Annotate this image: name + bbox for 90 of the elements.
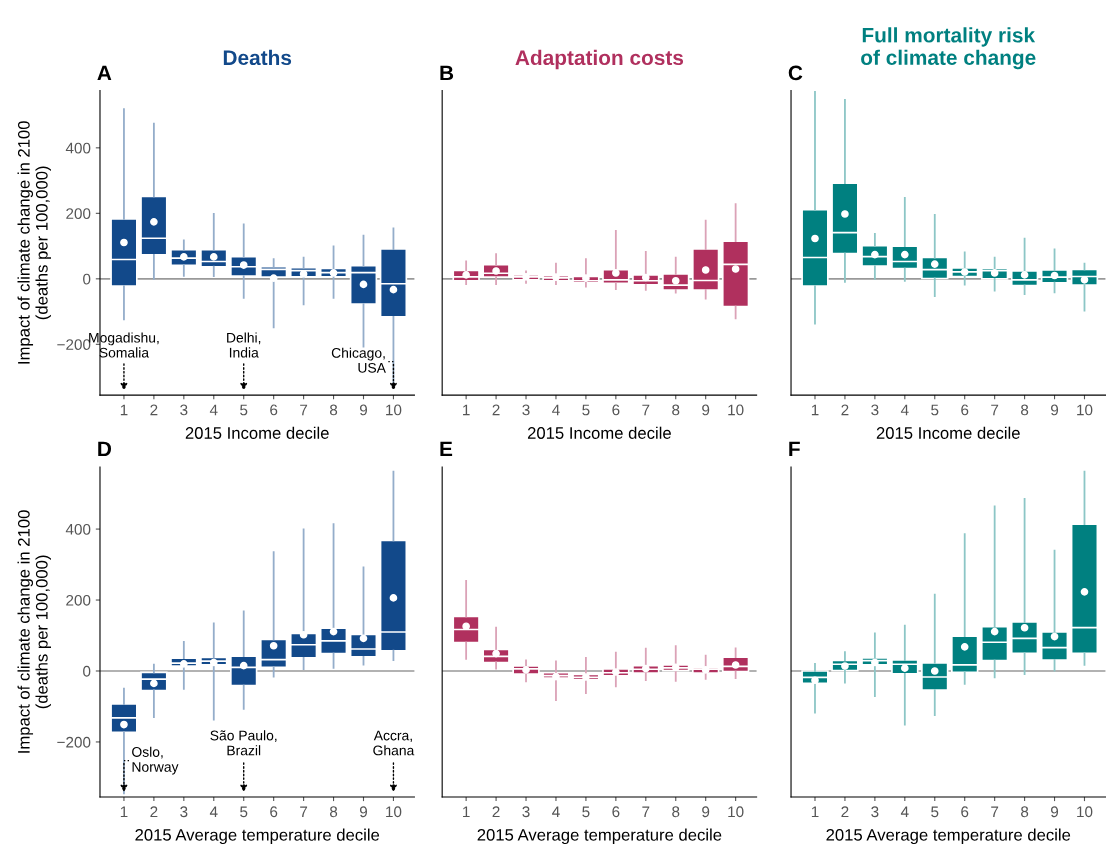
x-tick-label: 8 (329, 806, 338, 818)
x-tick-label: 9 (1051, 404, 1059, 416)
y-tick-label: 400 (65, 523, 91, 535)
x-tick-label: 5 (582, 404, 590, 416)
x-tick-label: 7 (991, 404, 999, 416)
x-tick-label: 8 (329, 404, 338, 416)
x-tick-label: 7 (300, 806, 308, 818)
x-tick-label: 4 (900, 404, 909, 416)
y-tick-label: 400 (65, 142, 91, 154)
chart-title: A (97, 65, 112, 81)
x-tick-label: 2 (150, 806, 158, 818)
x-tick-label: 5 (931, 404, 939, 416)
x-tick-label: 6 (961, 404, 969, 416)
y-axis-title: Impact of climate change in 2100 (deaths per 100,000) (17, 121, 51, 364)
chart-subtitle: Full mortality risk of climate change (861, 27, 1036, 70)
x-tick-label: 7 (991, 806, 999, 818)
x-tick-label: 5 (582, 806, 590, 818)
x-tick-label: 4 (900, 806, 909, 818)
chart-title: F (789, 441, 800, 457)
x-tick-label: 2 (150, 404, 158, 416)
x-tick-label: 5 (240, 404, 248, 416)
x-tick-label: 3 (180, 806, 188, 818)
x-tick-label: 10 (386, 404, 402, 416)
y-tick-label: 200 (66, 594, 91, 606)
x-axis-title: 2015 Income decile (527, 426, 671, 439)
x-tick-label: 2 (492, 806, 500, 818)
annotation: Accra, Ghana (373, 730, 415, 756)
y-tick-label: 200 (66, 208, 91, 220)
x-tick-label: 7 (642, 404, 650, 416)
x-tick-label: 9 (702, 806, 710, 818)
x-tick-label: 5 (931, 806, 939, 818)
x-tick-label: 4 (209, 806, 218, 818)
y-tick-label: 0 (83, 273, 91, 285)
x-tick-label: 6 (270, 404, 278, 416)
chart-subtitle: Deaths (223, 49, 292, 66)
x-tick-label: 2 (841, 404, 849, 416)
x-tick-label: 6 (961, 806, 969, 818)
x-tick-label: 5 (240, 806, 248, 818)
chart-title: D (98, 441, 112, 457)
x-tick-label: 9 (702, 404, 710, 416)
x-tick-label: 10 (1077, 806, 1093, 818)
chart-title: B (440, 65, 454, 81)
x-tick-label: 8 (1021, 806, 1029, 818)
y-tick-label: −200 (57, 736, 91, 748)
x-axis-title: 2015 Average temperature decile (135, 828, 380, 845)
x-tick-label: 6 (612, 806, 620, 818)
x-tick-label: 3 (871, 404, 879, 416)
x-tick-label: 10 (1077, 404, 1093, 416)
x-tick-label: 7 (300, 404, 308, 416)
x-tick-label: 1 (811, 806, 819, 818)
x-tick-label: 9 (359, 404, 368, 416)
x-tick-label: 10 (728, 806, 744, 818)
y-tick-label: 0 (83, 665, 91, 677)
x-tick-label: 4 (552, 806, 560, 818)
x-tick-label: 1 (463, 404, 470, 416)
x-tick-label: 10 (728, 404, 744, 416)
y-axis-title: Impact of climate change in 2100 (deaths per 100,000) (17, 510, 51, 753)
x-axis-title: 2015 Average temperature decile (826, 828, 1071, 845)
y-tick-label: −200 (57, 339, 91, 351)
chart-title: C (788, 65, 803, 81)
chart-title: E (440, 441, 453, 457)
x-tick-label: 7 (642, 806, 650, 818)
x-tick-label: 3 (180, 404, 188, 416)
x-tick-label: 1 (120, 806, 128, 818)
x-tick-label: 8 (672, 806, 680, 818)
annotation: São Paulo, Brazil (210, 730, 277, 756)
x-tick-label: 9 (1051, 806, 1059, 818)
annotation: Chicago, USA (331, 347, 386, 373)
x-tick-label: 1 (463, 806, 470, 818)
x-tick-label: 6 (270, 806, 278, 818)
x-tick-label: 3 (871, 806, 879, 818)
x-axis-title: 2015 Income decile (876, 426, 1020, 439)
x-tick-label: 3 (522, 404, 530, 416)
x-tick-label: 2 (841, 806, 849, 818)
x-tick-label: 3 (522, 806, 530, 818)
x-tick-label: 9 (359, 806, 368, 818)
x-tick-label: 4 (209, 404, 218, 416)
x-tick-label: 10 (386, 806, 402, 818)
x-tick-label: 8 (672, 404, 680, 416)
x-tick-label: 4 (552, 404, 560, 416)
x-axis-title: 2015 Income decile (185, 426, 329, 439)
chart-subtitle: Adaptation costs (515, 49, 684, 70)
x-tick-label: 8 (1021, 404, 1029, 416)
x-tick-label: 6 (612, 404, 620, 416)
x-tick-label: 2 (492, 404, 500, 416)
x-axis-title: 2015 Average temperature decile (477, 828, 722, 845)
x-tick-label: 1 (811, 404, 819, 416)
annotation: Oslo, Norway (132, 746, 179, 775)
x-tick-label: 1 (120, 404, 128, 416)
annotation: Delhi, India (227, 332, 261, 358)
